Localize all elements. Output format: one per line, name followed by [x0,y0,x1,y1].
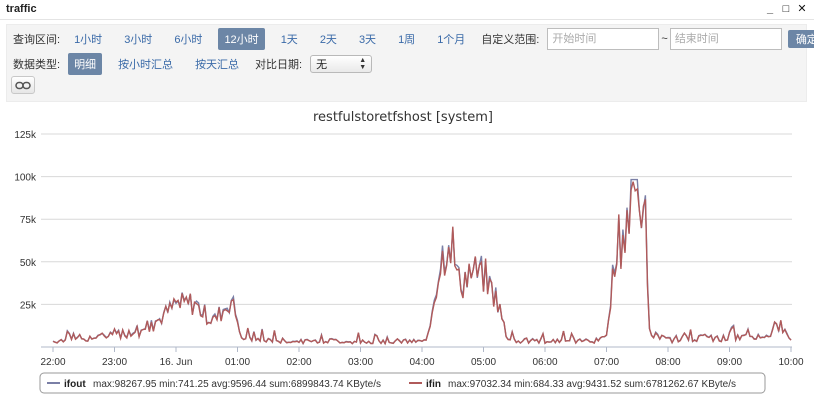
custom-range-label: 自定义范围: [481,34,540,46]
x-tick-label: 23:00 [102,357,127,368]
range-option-1w[interactable]: 1周 [398,34,416,46]
datatype-daily[interactable]: 按天汇总 [195,59,240,71]
x-tick-label: 02:00 [286,357,311,368]
maximize-icon[interactable]: □ [782,3,790,15]
y-tick-label: 50k [20,258,37,269]
series-ifin-line [52,181,792,346]
compare-label: 对比日期: [255,59,303,71]
range-option-6h[interactable]: 6小时 [174,34,203,46]
range-option-1m[interactable]: 1个月 [437,34,466,46]
traffic-chart: restfulstoretfshost [system] 125k 100k 75k… [0,102,814,410]
legend-box [39,372,766,394]
datatype-row: 数据类型: 明细 按小时汇总 按天汇总 对比日期: 无 ▲ ▼ [13,53,373,75]
chart-legend: ifout max:98267.95 min:741.25 avg:9596.4… [39,372,766,394]
compare-date-select[interactable]: 无 ▲ ▼ [310,55,373,73]
x-tick-label: 16. Jun [160,357,193,368]
compare-date-value: 无 [316,59,328,71]
x-tick-label: 07:00 [594,357,619,368]
legend-ifout-name[interactable]: ifout [64,379,86,390]
y-tick-label: 100k [14,173,37,184]
link-button[interactable] [11,76,35,94]
x-tick-label: 09:00 [717,357,742,368]
y-tick-label: 125k [14,130,37,141]
range-option-2d[interactable]: 2天 [319,34,337,46]
datatype-detail[interactable]: 明细 [68,53,103,75]
x-tick-label: 10:00 [778,357,803,368]
y-tick-label: 25k [20,300,37,311]
x-tick-label: 04:00 [409,357,434,368]
range-option-1h[interactable]: 1小时 [74,34,103,46]
x-tick-label: 22:00 [40,357,65,368]
x-axis: 22:00 23:00 16. Jun 01:00 02:00 03:00 04:00 05:… [40,346,804,368]
start-time-input[interactable] [547,28,660,50]
legend-ifin-name[interactable]: ifin [426,379,441,390]
select-arrows-icon: ▲ ▼ [359,57,367,71]
legend-ifin-stats: max:97032.34 min:684.33 avg:9431.52 sum:… [448,379,736,390]
link-icon [15,81,31,89]
query-panel: 查询区间: 1小时 3小时 6小时 12小时 1天 2天 3天 1周 1个月 自… [6,24,814,102]
datatype-hourly[interactable]: 按小时汇总 [118,59,174,71]
range-option-3h[interactable]: 3小时 [124,34,153,46]
chart-title: restfulstoretfshost [system] [313,110,493,125]
chart-grid [41,133,792,305]
x-tick-label: 01:00 [225,357,250,368]
plot-area [52,178,792,346]
legend-ifout-stats: max:98267.95 min:741.25 avg:9596.44 sum:… [93,379,381,390]
end-time-input[interactable] [669,28,782,50]
x-tick-label: 06:00 [532,357,557,368]
datatype-label: 数据类型: [13,59,61,71]
y-tick-label: 75k [20,215,37,226]
range-label: 查询区间: [13,34,61,46]
window-controls: _ □ ✕ [764,2,808,16]
confirm-button[interactable]: 确定 [787,30,814,48]
window-titlebar: traffic _ □ ✕ [0,0,814,20]
range-option-12h[interactable]: 12小时 [218,28,265,50]
x-tick-label: 05:00 [471,357,496,368]
range-option-3d[interactable]: 3天 [358,34,377,46]
window-title: traffic [6,3,37,15]
x-tick-label: 08:00 [655,357,680,368]
chart-svg: restfulstoretfshost [system] 125k 100k 75k… [14,110,804,394]
range-tilde: ~ [661,33,668,45]
range-option-1d[interactable]: 1天 [280,34,298,46]
range-row: 查询区间: 1小时 3小时 6小时 12小时 1天 2天 3天 1周 1个月 自… [13,28,814,50]
y-axis: 125k 100k 75k 50k 25k [14,130,37,311]
minimize-icon[interactable]: _ [766,3,774,15]
x-tick-label: 03:00 [348,357,373,368]
close-icon[interactable]: ✕ [797,3,807,15]
